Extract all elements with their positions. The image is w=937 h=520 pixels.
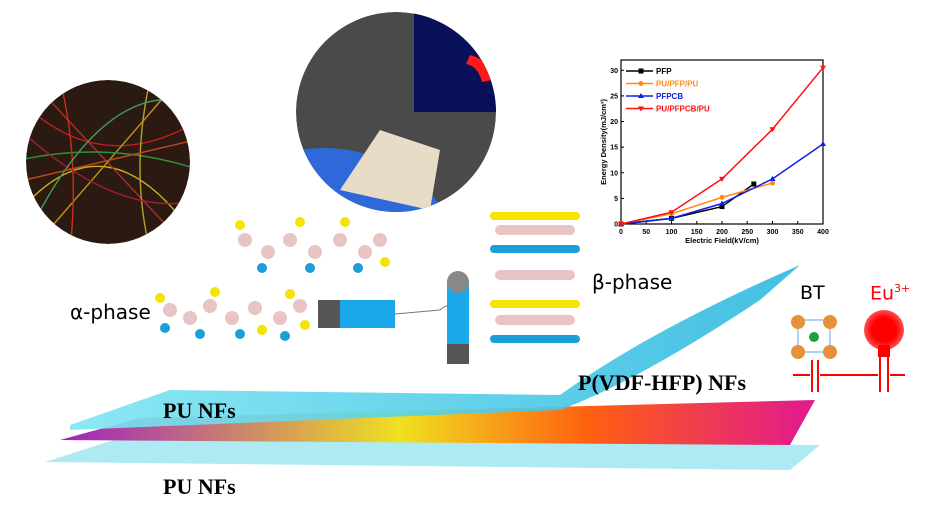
glove-photo [296,12,496,212]
x-tick-label: 350 [792,229,804,236]
y-tick-label: 20 [610,119,618,126]
data-point [618,222,624,227]
data-point [820,65,826,71]
beta-phase-label: β-phase [592,270,673,294]
chain-molecule [235,217,390,273]
circuit-wire [793,357,905,392]
pu-sheet-bottom [45,438,820,470]
bt-crystal [791,315,837,359]
legend-marker [638,93,644,98]
x-tick-label: 150 [691,229,703,236]
legend-label: PFP [656,67,672,76]
legend-label: PU/PFP/PU [656,80,698,89]
x-tick-label: 0 [619,229,623,236]
eu-superscript: 3+ [894,282,911,295]
y-tick-label: 0 [614,222,618,229]
pu-sheet-top [70,265,800,430]
x-axis-label: Electric Field(kV/cm) [685,236,759,245]
legend-marker [638,106,644,112]
legend-marker [638,81,644,86]
syringe-vertical [447,271,469,364]
y-tick-label: 10 [610,170,618,177]
eu-label: Eu3+ [870,282,910,304]
data-point [719,200,725,206]
data-point [719,176,725,182]
y-tick-label: 15 [610,145,618,152]
data-point [668,210,675,216]
y-tick-label: 25 [610,93,618,100]
x-tick-label: 200 [716,229,728,236]
fiber-micrograph [26,80,190,244]
data-point [769,175,776,181]
legend-label: PU/PFPCB/PU [656,105,710,114]
x-tick-label: 250 [741,229,753,236]
pu-nfs-bottom-label: PU NFs [163,474,236,499]
x-tick-label: 100 [666,229,678,236]
syringe-horizontal [318,300,456,328]
x-tick-label: 400 [817,229,829,236]
data-point [770,180,775,186]
data-point [668,215,675,221]
bt-label: BT [800,282,825,304]
eu-text: Eu [870,282,895,305]
y-tick-label: 5 [614,196,618,203]
legend-label: PFPCB [656,92,683,101]
pvdf-sheet [60,400,815,445]
data-point [751,181,757,187]
eu-bulb [864,310,904,357]
y-axis-label: Energy Density(mJ/cm³) [599,99,608,185]
beta-phase-molecule [490,212,580,343]
data-point [719,194,725,200]
alpha-phase-label: α-phase [70,300,151,324]
data-point [820,141,826,147]
pvdf-nfs-label: P(VDF-HFP) NFs [578,370,747,395]
x-tick-label: 300 [767,229,779,236]
x-tick-label: 50 [642,229,650,236]
y-tick-label: 30 [610,68,618,75]
data-point [719,204,725,210]
legend-marker [638,68,644,74]
data-point [769,127,776,133]
pu-nfs-top-label: PU NFs [163,398,236,423]
alpha-phase-molecule [155,287,310,341]
